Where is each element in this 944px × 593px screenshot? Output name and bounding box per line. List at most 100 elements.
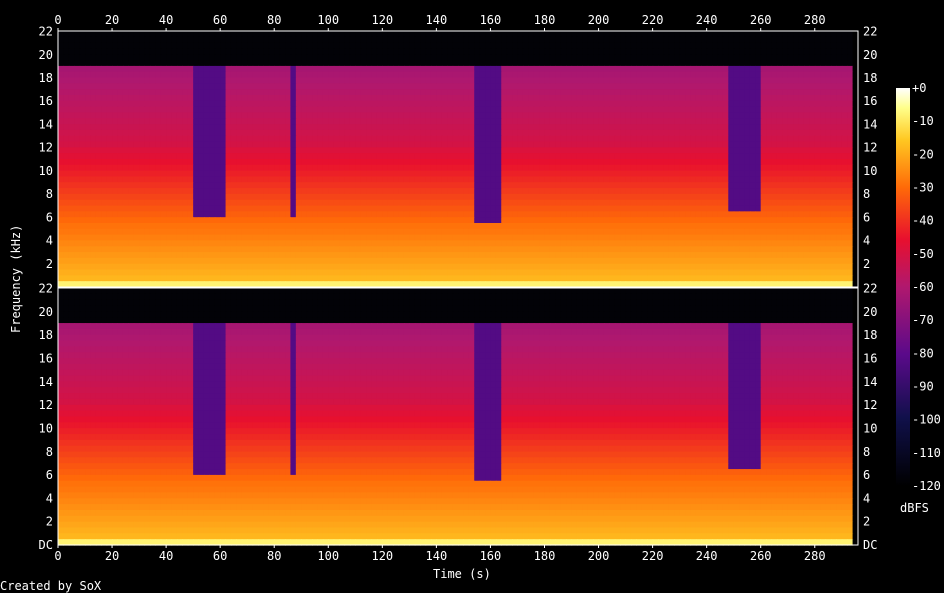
- heatmap-cell: [74, 31, 81, 38]
- heatmap-cell: [793, 129, 800, 137]
- heatmap-cell: [474, 176, 481, 183]
- heatmap-cell: [690, 54, 697, 61]
- heatmap-cell: [549, 182, 556, 189]
- heatmap-cell: [625, 141, 632, 148]
- heatmap-cell: [409, 217, 416, 224]
- heatmap-cell: [636, 112, 643, 119]
- heatmap-cell: [106, 95, 113, 102]
- heatmap-cell: [117, 112, 124, 119]
- heatmap-cell: [679, 182, 686, 189]
- heatmap-cell: [576, 54, 583, 61]
- heatmap-cell: [144, 124, 151, 131]
- heatmap-cell: [517, 42, 524, 50]
- heatmap-cell: [312, 188, 319, 195]
- heatmap-cell: [841, 42, 848, 50]
- heatmap-cell: [695, 60, 702, 67]
- heatmap-cell: [263, 217, 270, 224]
- heatmap-cell: [852, 60, 859, 67]
- heatmap-cell: [230, 124, 237, 131]
- heatmap-cell: [279, 65, 286, 73]
- heatmap-cell: [636, 83, 643, 90]
- heatmap-cell: [690, 42, 697, 50]
- heatmap-cell: [814, 159, 821, 166]
- heatmap-cell: [517, 54, 524, 61]
- heatmap-cell: [393, 176, 400, 183]
- heatmap-cell: [587, 95, 594, 102]
- heatmap-cell: [225, 217, 232, 224]
- heatmap-cell: [398, 36, 405, 44]
- heatmap-cell: [376, 71, 383, 79]
- heatmap-cell: [474, 124, 481, 131]
- heatmap-cell: [733, 106, 740, 114]
- heatmap-cell: [512, 193, 519, 201]
- heatmap-cell: [479, 89, 486, 96]
- heatmap-cell: [641, 54, 648, 61]
- heatmap-cell: [344, 36, 351, 44]
- heatmap-cell: [739, 48, 746, 55]
- heatmap-cell: [782, 65, 789, 73]
- heatmap-cell: [214, 48, 221, 55]
- heatmap-cell: [285, 42, 292, 50]
- heatmap-cell: [679, 48, 686, 55]
- heatmap-cell: [106, 141, 113, 148]
- heatmap-cell: [252, 147, 259, 154]
- heatmap-cell: [814, 65, 821, 73]
- heatmap-cell: [603, 147, 610, 154]
- heatmap-cell: [349, 36, 356, 44]
- heatmap-cell: [128, 36, 135, 44]
- heatmap-cell: [603, 100, 610, 108]
- heatmap-cell: [603, 141, 610, 148]
- heatmap-cell: [376, 164, 383, 172]
- heatmap-cell: [166, 48, 173, 55]
- heatmap-cell: [220, 205, 227, 212]
- heatmap-cell: [501, 164, 508, 172]
- heatmap-cell: [647, 199, 654, 207]
- heatmap-cell: [749, 182, 756, 189]
- heatmap-cell: [798, 60, 805, 67]
- heatmap-cell: [171, 31, 178, 38]
- heatmap-cell: [95, 223, 102, 230]
- heatmap-cell: [436, 95, 443, 102]
- heatmap-cell: [149, 223, 156, 230]
- heatmap-cell: [430, 141, 437, 148]
- heatmap-cell: [733, 129, 740, 137]
- heatmap-cell: [544, 217, 551, 224]
- heatmap-cell: [360, 77, 367, 84]
- heatmap-cell: [268, 153, 275, 160]
- heatmap-cell: [663, 124, 670, 131]
- heatmap-cell: [344, 170, 351, 178]
- heatmap-cell: [474, 89, 481, 96]
- heatmap-cell: [566, 153, 573, 160]
- heatmap-cell: [576, 170, 583, 178]
- heatmap-cell: [663, 31, 670, 38]
- heatmap-cell: [728, 36, 735, 44]
- heatmap-cell: [598, 205, 605, 212]
- heatmap-cell: [79, 112, 86, 119]
- heatmap-cell: [658, 217, 665, 224]
- heatmap-cell: [398, 100, 405, 108]
- heatmap-cell: [166, 31, 173, 38]
- heatmap-cell: [344, 182, 351, 189]
- heatmap-cell: [279, 182, 286, 189]
- heatmap-cell: [425, 205, 432, 212]
- heatmap-cell: [95, 182, 102, 189]
- heatmap-cell: [447, 159, 454, 166]
- heatmap-cell: [630, 135, 637, 143]
- heatmap-cell: [771, 124, 778, 131]
- heatmap-cell: [393, 95, 400, 102]
- heatmap-cell: [95, 83, 102, 90]
- heatmap-cell: [371, 199, 378, 207]
- heatmap-cell: [74, 118, 81, 125]
- heatmap-cell: [117, 124, 124, 131]
- heatmap-cell: [403, 77, 410, 84]
- heatmap-cell: [214, 141, 221, 148]
- heatmap-cell: [382, 77, 389, 84]
- heatmap-cell: [490, 106, 497, 114]
- heatmap-cell: [452, 223, 459, 230]
- heatmap-cell: [793, 112, 800, 119]
- heatmap-cell: [430, 176, 437, 183]
- heatmap-cell: [555, 176, 562, 183]
- heatmap-cell: [744, 164, 751, 172]
- heatmap-cell: [776, 77, 783, 84]
